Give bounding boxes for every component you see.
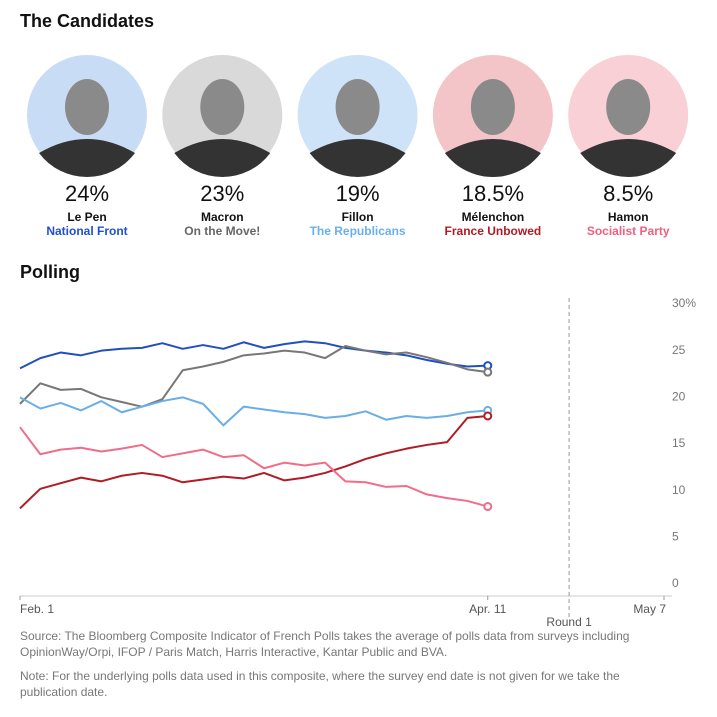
portrait-head [65, 79, 109, 135]
portrait-body [39, 139, 135, 177]
annotation: Round 1 [546, 615, 592, 629]
x-tick-label: May 7 [633, 602, 666, 616]
end-dot [483, 411, 493, 421]
share: 24% [65, 181, 109, 206]
portrait-head [606, 79, 651, 135]
end-dot [483, 367, 493, 377]
y-tick-label: 5 [672, 530, 679, 544]
end-dot [483, 502, 493, 512]
x-tick-label: Apr. 11 [469, 602, 506, 616]
share: 23% [200, 181, 244, 206]
party: Socialist Party [587, 224, 670, 238]
candidate-name: Le Pen [67, 210, 106, 224]
party: The Republicans [310, 224, 406, 238]
party: France Unbowed [445, 224, 542, 238]
share: 8.5% [603, 181, 653, 206]
portrait-head [470, 79, 515, 135]
party: National Front [46, 224, 127, 238]
portrait-head [335, 79, 380, 135]
section-title: The Candidates [20, 11, 154, 31]
party: On the Move! [184, 224, 260, 238]
share: 18.5% [462, 181, 524, 206]
portrait-body [309, 139, 406, 177]
candidate-name: Mélenchon [462, 210, 525, 224]
candidate-name: Fillon [342, 210, 374, 224]
poll-line [19, 396, 488, 427]
candidate-name: Hamon [608, 210, 649, 224]
poll-line [19, 345, 488, 408]
notes: Source: The Bloomberg Composite Indicato… [20, 628, 680, 708]
source-note: Source: The Bloomberg Composite Indicato… [20, 629, 630, 659]
poll-line [19, 340, 488, 370]
chart-title: Polling [20, 262, 80, 282]
y-tick-label: 30% [672, 296, 696, 310]
candidate-name: Macron [201, 210, 244, 224]
portrait-head [200, 79, 245, 135]
x-tick-label: Feb. 1 [20, 602, 54, 616]
share: 19% [336, 181, 380, 206]
method-note: Note: For the underlying polls data used… [20, 669, 620, 699]
portrait-body [174, 139, 271, 177]
y-tick-label: 25 [672, 343, 686, 357]
poll-line [19, 426, 489, 508]
y-tick-label: 20 [672, 390, 686, 404]
portrait-body [580, 139, 677, 177]
poll-line [19, 415, 488, 510]
portrait-body [444, 139, 541, 178]
y-tick-label: 15 [672, 436, 686, 450]
y-tick-label: 10 [672, 483, 686, 497]
y-tick-label: 0 [672, 576, 679, 590]
